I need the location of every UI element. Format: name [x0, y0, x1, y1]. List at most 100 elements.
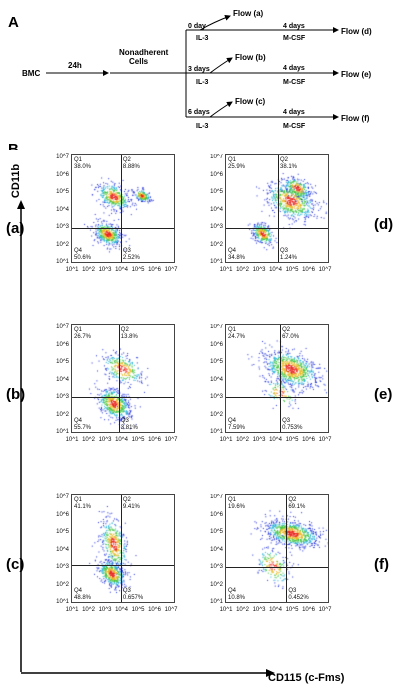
quadrant-percent: 0.452% [288, 595, 309, 601]
quadrant-name: Q4 [228, 418, 237, 424]
y-tick-label: 10^6 [210, 341, 223, 348]
branch-1-flow: Flow (b) [235, 53, 266, 62]
y-tick-label: 10^1 [210, 259, 223, 265]
x-tick-label: 10^4 [269, 437, 282, 443]
x-tick-label: 10^7 [164, 607, 178, 613]
x-tick-label: 10^4 [115, 607, 128, 613]
x-tick-label: 10^1 [65, 437, 79, 443]
quadrant-percent: 2.52% [122, 255, 140, 261]
y-tick-label: 10^4 [210, 376, 223, 383]
flow-plot-3: Q1 26.7% Q2 13.8% Q3 3.81% Q4 55.7% 10^7 10^6 10^5… [52, 320, 177, 456]
quadrant-q2-stat: Q2 8.88% [123, 157, 140, 171]
x-tick-label: 10^5 [285, 437, 299, 443]
branch-0-final: Flow (d) [341, 27, 372, 36]
quadrant-name: Q3 [122, 588, 131, 594]
quadrant-name: Q4 [74, 588, 83, 594]
branch-1-mcsf: M-CSF [283, 79, 306, 86]
x-tick-label: 10^4 [269, 607, 282, 613]
y-tick-label: 10^3 [56, 224, 69, 230]
y-tick-label: 10^2 [56, 241, 69, 248]
branch-2-flow-arrow [209, 101, 233, 118]
y-tick-label: 10^6 [210, 511, 223, 518]
branch-0-flow: Flow (a) [233, 9, 264, 18]
quadrant-percent: 55.7% [74, 425, 92, 431]
x-tick-label: 10^5 [285, 267, 299, 273]
quadrant-q1-stat: Q1 41.1% [74, 497, 91, 511]
x-tick-label: 10^4 [115, 437, 128, 443]
x-tick-label: 10^7 [318, 267, 332, 273]
y-tick-label: 10^4 [56, 206, 69, 213]
density-scatter [226, 155, 328, 262]
quadrant-q3-stat: Q3 1.24% [280, 248, 297, 262]
quadrant-q4-stat: Q4 10.8% [228, 588, 245, 602]
density-scatter [226, 325, 328, 432]
x-tick-label: 10^7 [318, 437, 332, 443]
quadrant-percent: 34.8% [228, 255, 246, 261]
branch-1-day: 3 days [188, 66, 210, 73]
y-tick-label: 10^2 [56, 411, 69, 418]
quadrant-name: Q3 [280, 248, 289, 254]
quadrant-percent: 69.1% [288, 504, 306, 510]
x-tick-label: 10^3 [252, 437, 266, 443]
quadrant-name: Q3 [282, 418, 291, 424]
bmc-label: BMC [22, 69, 40, 78]
y-tick-label: 10^5 [56, 189, 69, 195]
quadrant-q1-stat: Q1 25.9% [228, 157, 245, 171]
y-tick-label: 10^4 [56, 376, 69, 383]
y-tick-label: 10^2 [56, 581, 69, 588]
y-tick-label: 10^5 [56, 359, 69, 365]
x-tick-label: 10^5 [131, 607, 145, 613]
quadrant-name: Q3 [120, 418, 129, 424]
quadrant-q4-stat: Q4 55.7% [74, 418, 91, 432]
y-tick-label: 10^5 [210, 359, 223, 365]
y-tick-label: 10^3 [56, 394, 69, 400]
x-tick-label: 10^1 [219, 437, 233, 443]
y-tick-label: 10^7 [210, 494, 223, 500]
x-tick-label: 10^4 [115, 267, 128, 273]
quadrant-percent: 9.41% [122, 504, 140, 510]
panel-b-letter: B [8, 141, 19, 150]
x-axis-label: CD115 (c-Fms) [268, 672, 345, 684]
quadrant-name: Q2 [122, 497, 131, 503]
branch-0-flow-arrow [199, 14, 231, 31]
y-tick-label: 10^6 [56, 341, 69, 348]
quadrant-name: Q1 [228, 327, 237, 333]
quadrant-q4-stat: Q4 34.8% [228, 248, 245, 262]
x-tick-label: 10^7 [164, 437, 178, 443]
y-tick-label: 10^5 [210, 189, 223, 195]
nonadherent-label-1: Nonadherent [119, 48, 169, 57]
y-tick-label: 10^2 [210, 581, 223, 588]
quadrant-name: Q1 [228, 157, 237, 163]
quadrant-vertical-gate [118, 325, 120, 432]
quadrant-vertical-gate [286, 495, 288, 602]
quadrant-name: Q2 [120, 327, 129, 333]
quadrant-q3-stat: Q3 0.753% [282, 418, 302, 432]
plot-letter-label: (a) [6, 220, 25, 237]
x-tick-label: 10^2 [82, 607, 95, 613]
quadrant-vertical-gate [120, 155, 122, 262]
x-tick-label: 10^2 [236, 437, 249, 443]
x-tick-label: 10^1 [219, 607, 233, 613]
plot-area: Q1 24.7% Q2 67.0% Q3 0.753% Q4 7.59% [225, 324, 329, 433]
y-axis-label: CD11b [10, 163, 22, 199]
x-axis-arrow [21, 669, 275, 677]
y-tick-label: 10^2 [210, 411, 223, 418]
quadrant-horizontal-gate [72, 396, 174, 398]
quadrant-percent: 8.88% [122, 164, 140, 170]
branch-1-final: Flow (e) [341, 70, 372, 79]
quadrant-q2-stat: Q2 9.41% [123, 497, 140, 511]
y-axis-arrow [17, 200, 25, 672]
y-tick-label: 10^3 [210, 224, 223, 230]
y-tick-label: 10^7 [210, 154, 223, 160]
quadrant-q1-stat: Q1 38.0% [74, 157, 91, 171]
quadrant-percent: 48.8% [74, 595, 92, 601]
y-tick-label: 10^1 [56, 259, 69, 265]
x-tick-label: 10^3 [98, 437, 112, 443]
y-tick-label: 10^6 [56, 171, 69, 178]
branch-2-final: Flow (f) [341, 114, 370, 123]
x-tick-label: 10^3 [98, 607, 112, 613]
quadrant-name: Q2 [122, 157, 131, 163]
quadrant-percent: 25.9% [228, 164, 246, 170]
quadrant-horizontal-gate [226, 566, 328, 568]
quadrant-percent: 26.7% [74, 334, 92, 340]
